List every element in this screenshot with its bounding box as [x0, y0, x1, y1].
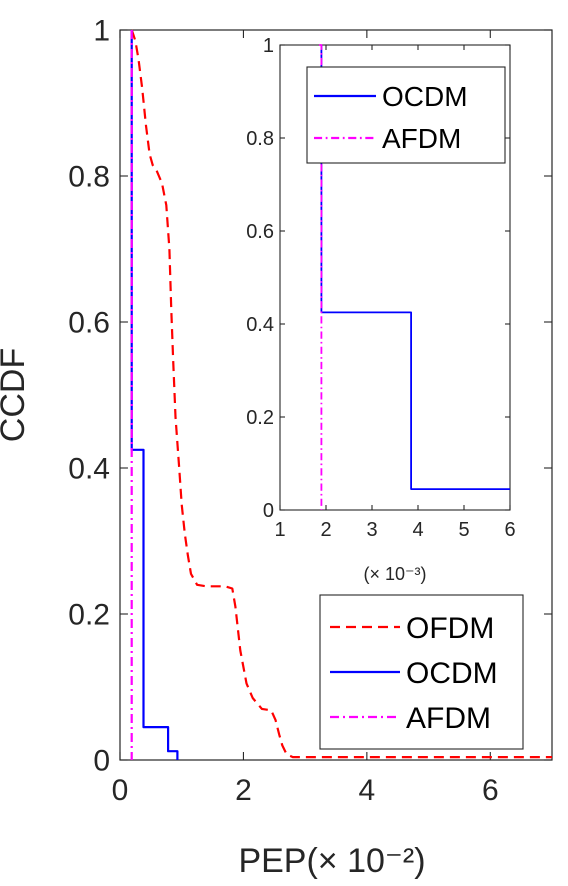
- inset-legend-box: [306, 66, 506, 164]
- main-y-tick-label: 0: [93, 745, 110, 778]
- main-legend: OFDM OCDM AFDM: [319, 594, 524, 750]
- inset-x-tick-label: 2: [320, 519, 331, 541]
- main-x-tick-label: 0: [112, 774, 129, 807]
- main-y-tick-label: 1: [93, 15, 110, 48]
- inset-x-tick-label: 1: [274, 519, 285, 541]
- main-lines: [130, 29, 552, 760]
- inset-x-axis-label: (× 10⁻³): [363, 564, 426, 584]
- inset-x-tick-label: 4: [412, 519, 423, 541]
- inset-lines: [319, 44, 510, 510]
- main-legend-label-afdm: AFDM: [406, 702, 491, 735]
- main-legend-label-ocdm: OCDM: [406, 657, 498, 690]
- inset-y-tick-label: 0.2: [246, 407, 274, 429]
- main-x-tick-label: 4: [359, 774, 376, 807]
- inset-y-tick-label: 1: [263, 35, 274, 57]
- main-series-ocdm: [130, 30, 179, 760]
- inset-y-tick-label: 0.6: [246, 221, 274, 243]
- inset-series-afdm: [319, 44, 323, 510]
- main-y-tick-label: 0.8: [68, 161, 110, 194]
- main-y-axis-label: CCDF: [0, 348, 32, 442]
- inset-x-tick-label: 5: [458, 519, 469, 541]
- inset-y-tick-label: 0: [263, 500, 274, 522]
- main-x-axis-label: PEP(× 10⁻²): [238, 842, 425, 880]
- inset-legend-label-afdm: AFDM: [382, 123, 461, 154]
- main-series-ofdm: [130, 29, 552, 759]
- inset-ticks: 1 2 3 4 5 6 0 0.2 0.4 0.6 0.8 1: [246, 35, 515, 541]
- inset-series-ocdm: [320, 45, 510, 491]
- main-y-tick-label: 0.2: [68, 599, 110, 632]
- inset-y-tick-label: 0.4: [246, 314, 274, 336]
- main-x-tick-label: 6: [482, 774, 499, 807]
- main-x-tick-label: 2: [235, 774, 252, 807]
- main-legend-label-ofdm: OFDM: [406, 612, 494, 645]
- main-ticks: 0 2 4 6 0 0.2 0.4 0.6 0.8 1: [68, 15, 552, 807]
- main-y-tick-label: 0.4: [68, 453, 110, 486]
- inset-x-tick-label: 3: [366, 519, 377, 541]
- inset-y-tick-label: 0.8: [246, 128, 274, 150]
- inset-x-tick-label: 6: [504, 519, 515, 541]
- inset-legend-label-ocdm: OCDM: [382, 81, 468, 112]
- inset-legend: OCDM AFDM: [306, 66, 506, 164]
- main-y-tick-label: 0.6: [68, 307, 110, 340]
